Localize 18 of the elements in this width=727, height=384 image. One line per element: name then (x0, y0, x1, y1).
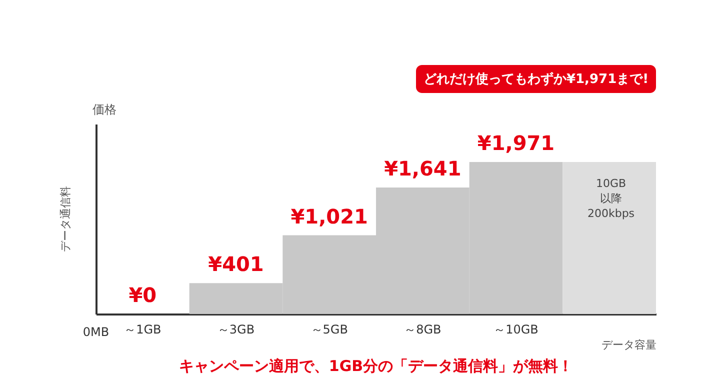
text: どれだけ使ってもわずか¥1,971まで! (423, 71, 649, 87)
text: キャンペーン適用で、1GB分の「データ通信料」が無料！ (178, 357, 574, 375)
data-label: ¥1,021 (290, 204, 368, 228)
text: データ通信料 (59, 186, 72, 252)
x-tick-label: ～10GB (494, 322, 538, 336)
data-label: ¥0 (128, 283, 157, 307)
x-tick-label: ～1GB (124, 322, 162, 336)
x-tick-label: ～3GB (217, 322, 255, 336)
annotation: 10GB以降200kbps (587, 177, 635, 220)
y-axis-title: 価格 (92, 102, 116, 116)
text: 0MB (82, 325, 110, 339)
data-label: ¥1,641 (384, 156, 462, 180)
x-tick-label: ～8GB (404, 322, 442, 336)
data-label: ¥401 (208, 252, 264, 276)
x-tick-label: ～5GB (310, 322, 348, 336)
bar (562, 162, 656, 314)
data-label: ¥1,971 (477, 131, 555, 155)
x-axis-title: データ容量 (602, 338, 656, 352)
